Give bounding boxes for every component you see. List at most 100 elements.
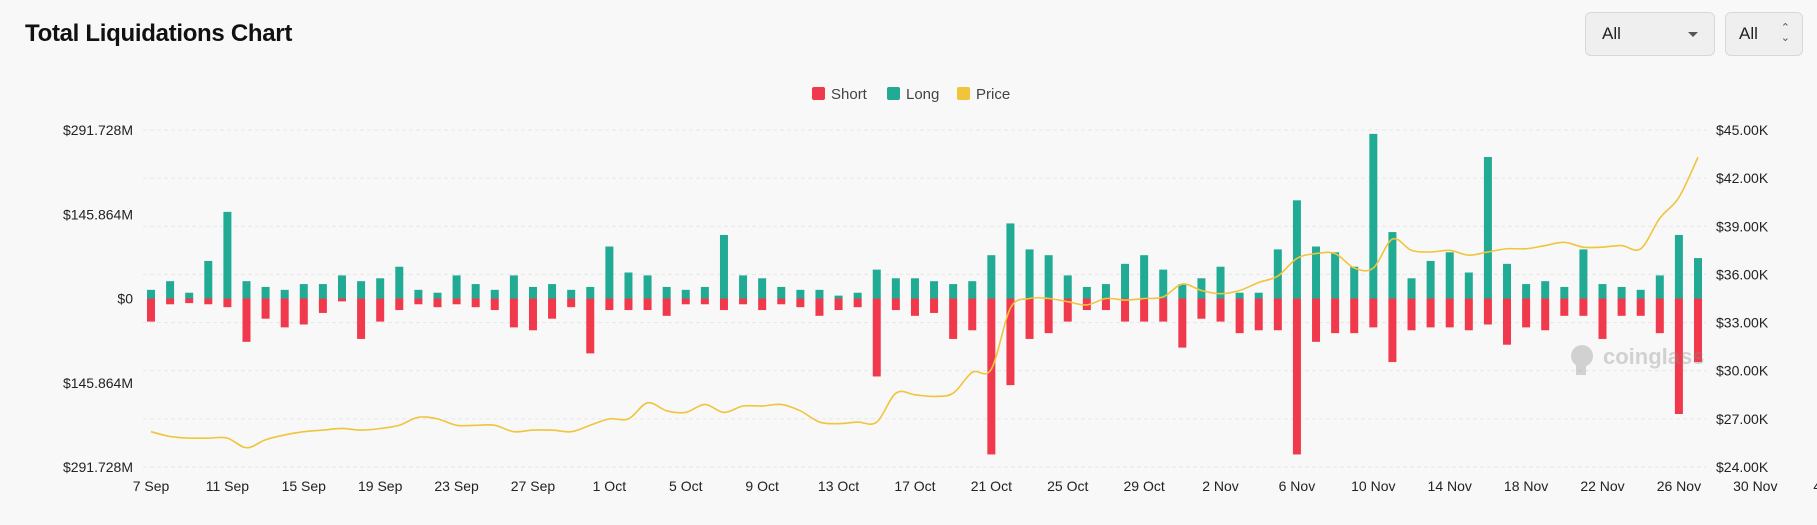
long-bar — [796, 289, 805, 299]
long-bar — [815, 289, 824, 299]
x-axis-tick-label: 6 Nov — [1279, 478, 1316, 494]
right-axis-tick-label: $42.00K — [1716, 170, 1769, 186]
short-bar — [357, 298, 366, 339]
right-axis-tick-label: $30.00K — [1716, 363, 1769, 379]
legend-swatch-price — [957, 87, 970, 100]
long-bar — [1350, 266, 1359, 299]
short-bar — [605, 298, 614, 311]
x-axis-tick-label: 11 Sep — [206, 478, 250, 494]
long-bar — [318, 284, 327, 299]
long-bar — [605, 246, 614, 299]
short-bar — [1101, 298, 1110, 311]
filter-select-1[interactable]: All — [1585, 12, 1715, 56]
short-bar — [1044, 298, 1053, 334]
short-bar — [147, 298, 155, 322]
x-axis-tick-label: 13 Oct — [818, 478, 859, 494]
long-bar — [1636, 289, 1645, 299]
long-bar — [872, 269, 881, 299]
left-axis-tick-label: $145.864M — [63, 375, 133, 391]
short-bar — [987, 298, 996, 455]
legend-swatch-short — [812, 87, 825, 100]
page-title: Total Liquidations Chart — [25, 20, 293, 47]
long-bar — [1178, 284, 1187, 299]
long-bar — [376, 278, 385, 299]
filter-select-2[interactable]: All ⌃ ⌄ — [1725, 12, 1803, 56]
short-bar — [853, 298, 862, 308]
short-bar — [1159, 298, 1168, 322]
short-bar — [337, 298, 346, 302]
long-bar — [1407, 278, 1416, 299]
long-bar — [624, 272, 633, 299]
chevron-updown-icon: ⌃ ⌄ — [1780, 22, 1790, 44]
short-bar — [1522, 298, 1531, 328]
long-bar — [299, 284, 308, 299]
short-bar — [1312, 298, 1321, 342]
long-bar — [147, 289, 155, 299]
long-bar — [1503, 263, 1512, 299]
long-bar — [834, 295, 843, 299]
long-bar — [1560, 286, 1569, 299]
short-bar — [204, 298, 213, 305]
long-bar — [1044, 255, 1053, 299]
x-axis-tick-label: 2 Nov — [1202, 478, 1239, 494]
watermark-text: coinglass — [1603, 344, 1704, 369]
long-bar — [662, 286, 671, 299]
long-bar — [242, 281, 251, 299]
legend-swatch-long — [887, 87, 900, 100]
price-line — [150, 156, 1699, 449]
short-bar — [166, 298, 175, 305]
long-bar — [1140, 255, 1149, 299]
x-axis-tick-label: 5 Oct — [669, 478, 703, 494]
short-bar — [1254, 298, 1263, 331]
short-bar — [1636, 298, 1645, 316]
short-bar — [872, 298, 881, 377]
x-axis-tick-label: 22 Nov — [1580, 478, 1624, 494]
long-bar — [1464, 272, 1473, 299]
x-axis-tick-label: 7 Sep — [133, 478, 170, 494]
x-axis-tick-label: 26 Nov — [1657, 478, 1701, 494]
long-bar — [471, 284, 480, 299]
short-bar — [1655, 298, 1664, 334]
watermark-logo-head — [1571, 345, 1593, 367]
x-axis-tick-label: 23 Sep — [434, 478, 479, 494]
short-bar — [490, 298, 499, 311]
short-bar — [968, 298, 977, 331]
right-axis-tick-label: $33.00K — [1716, 315, 1769, 331]
short-bar — [1197, 298, 1206, 319]
long-bar — [1254, 292, 1263, 299]
long-bar — [1445, 252, 1454, 299]
short-bar — [376, 298, 385, 322]
short-bar — [395, 298, 404, 311]
left-axis-tick-label: $291.728M — [63, 459, 133, 475]
long-bar — [1082, 286, 1091, 299]
short-bar — [1025, 298, 1034, 339]
long-bar — [185, 292, 194, 299]
short-bar — [1178, 298, 1187, 348]
coinglass-logo-icon: coinglass — [1571, 344, 1704, 375]
x-axis-tick-label: 27 Sep — [511, 478, 556, 494]
long-bar — [758, 278, 767, 299]
short-bar — [700, 298, 709, 305]
x-axis-tick-label: 18 Nov — [1504, 478, 1548, 494]
short-bar — [1235, 298, 1244, 334]
short-bar — [1674, 298, 1683, 415]
long-bar — [700, 286, 709, 299]
short-bar — [433, 298, 442, 308]
short-bar — [1216, 298, 1225, 322]
long-bar — [643, 275, 652, 299]
x-axis-tick-label: 14 Nov — [1428, 478, 1472, 494]
short-bar — [1140, 298, 1149, 322]
long-bar — [1025, 249, 1034, 299]
long-bar — [739, 275, 748, 299]
long-bar — [1426, 260, 1435, 299]
long-bar — [719, 234, 728, 299]
short-bar — [758, 298, 767, 311]
long-bar — [567, 289, 576, 299]
long-bar — [1235, 292, 1244, 299]
right-axis-tick-label: $36.00K — [1716, 266, 1769, 282]
long-bar — [586, 286, 595, 299]
long-bar — [261, 286, 270, 299]
long-bar — [280, 289, 289, 299]
short-bar — [815, 298, 824, 316]
short-bar — [739, 298, 748, 305]
